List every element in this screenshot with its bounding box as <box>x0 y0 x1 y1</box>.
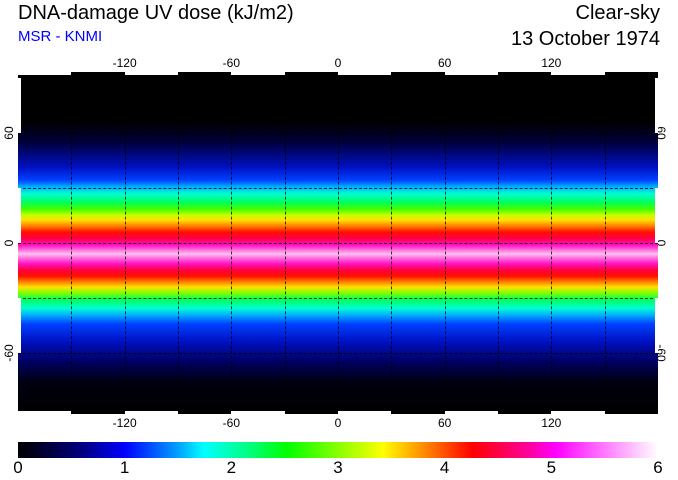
frame-tick-bar <box>551 411 605 414</box>
lon-tick-label: 120 <box>541 56 562 70</box>
frame-tick-bar <box>655 188 658 243</box>
parallel-gridline <box>18 297 658 299</box>
frame-tick-bar <box>655 78 658 134</box>
parallel-gridline <box>18 352 658 354</box>
frame-tick-bar <box>18 72 72 75</box>
colorbar-tick-label: 4 <box>439 458 450 477</box>
lon-tick-label: 0 <box>334 416 342 430</box>
map-date: 13 October 1974 <box>511 28 660 50</box>
frame-tick-bar <box>444 72 498 75</box>
frame-tick-bar <box>655 297 658 353</box>
colorbar-tick-label: 5 <box>546 458 557 477</box>
colorbar <box>18 442 658 458</box>
frame-tick-bar <box>124 72 178 75</box>
parallel-gridline <box>18 133 658 135</box>
frame-tick-bar <box>18 297 21 353</box>
frame-tick-bar <box>18 188 21 243</box>
colorbar-tick-label: 2 <box>226 458 237 477</box>
source-label: MSR - KNMI <box>18 28 103 45</box>
lon-tick-label: 60 <box>437 56 452 70</box>
frame-tick-bar <box>338 72 392 75</box>
map-title: DNA-damage UV dose (kJ/m2) <box>18 2 294 24</box>
lat-tick-label: 60 <box>2 126 16 140</box>
lon-tick-label: -120 <box>112 56 137 70</box>
colorbar-tick-label: 1 <box>119 458 130 477</box>
frame-tick-bar <box>18 78 21 134</box>
lon-tick-label: -60 <box>222 56 240 70</box>
lon-tick-label: -60 <box>222 416 240 430</box>
parallel-gridline <box>18 188 658 190</box>
frame-tick-bar <box>231 411 285 414</box>
lat-tick-label: 0 <box>2 239 16 247</box>
frame-tick-bar <box>231 72 285 75</box>
frame-tick-bar <box>338 411 392 414</box>
frame-tick-bar <box>18 411 72 414</box>
lon-tick-label: 120 <box>541 416 562 430</box>
lon-tick-label: 0 <box>334 56 342 70</box>
frame-tick-bar <box>551 72 605 75</box>
colorbar-tick-label: 0 <box>13 458 23 477</box>
lon-tick-label: -120 <box>112 416 137 430</box>
lat-tick-label: -60 <box>2 344 16 362</box>
parallel-gridline <box>18 243 658 244</box>
lon-tick-label: 60 <box>437 416 452 430</box>
colorbar-tick-label: 6 <box>653 458 663 477</box>
sky-condition: Clear-sky <box>575 2 660 24</box>
frame-tick-bar <box>124 411 178 414</box>
uv-dose-map <box>18 72 658 414</box>
frame-tick-bar <box>444 411 498 414</box>
colorbar-tick-label: 3 <box>333 458 343 477</box>
